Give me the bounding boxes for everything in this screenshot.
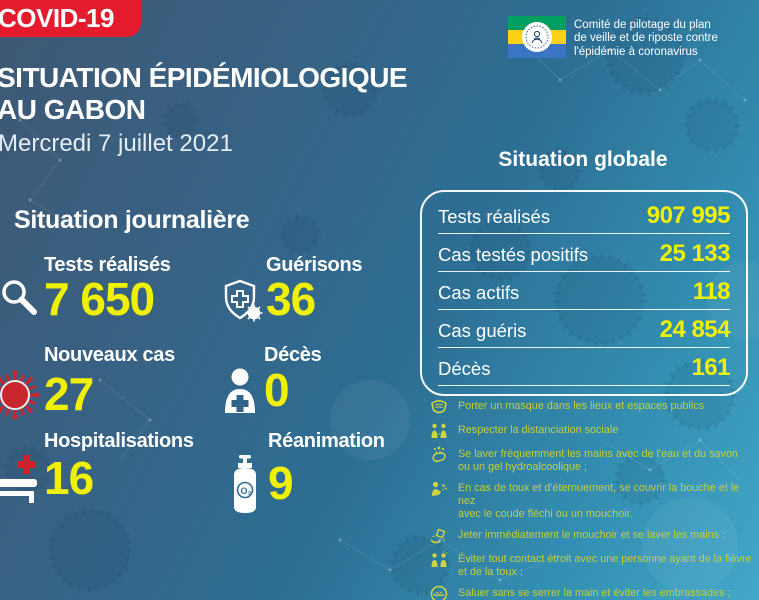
mask-icon	[431, 400, 447, 414]
recommendation-text: Se laver fréquemment les mains avec de l…	[458, 448, 738, 473]
avoid-contact-icon	[431, 550, 448, 567]
table-row-value: 907 995	[646, 202, 731, 229]
committee-header: Comité de pilotage du plan de veille et …	[508, 16, 718, 59]
table-row-label: Décès	[438, 358, 491, 379]
table-row-label: Cas testés positifs	[438, 244, 589, 265]
cough-elbow-icon	[432, 481, 447, 496]
table-row-label: Tests réalisés	[438, 206, 551, 227]
throw-tissue-icon	[430, 528, 446, 544]
stat-label: Guérisons	[266, 254, 363, 276]
committee-name: Comité de pilotage du plan de veille et …	[574, 16, 718, 59]
table-row-value: 118	[692, 278, 731, 305]
stat-value: 7 650	[44, 273, 155, 326]
covid19-banner: COVID-19	[0, 0, 141, 37]
stat-label: Réanimation	[268, 430, 385, 452]
stat-label: Tests réalisés	[44, 254, 171, 276]
oxygen-tank-icon: O₂	[222, 453, 268, 515]
table-row-label: Cas actifs	[438, 282, 520, 303]
table-row-value: 24 854	[659, 316, 731, 343]
gabon-flag-logo	[508, 16, 566, 58]
table-row: Tests réalisés 907 995	[438, 196, 731, 234]
stat-label: Nouveaux cas	[44, 344, 175, 366]
shield-cross-virus-icon	[220, 277, 266, 323]
table-row: Décès 161	[438, 348, 730, 386]
stat-nouveaux-cas: Nouveaux cas 27	[0, 344, 175, 423]
stat-value: 27	[44, 368, 94, 421]
stat-hospitalisations: Hospitalisations 16	[0, 430, 194, 505]
stat-label: Décès	[264, 344, 322, 366]
recommendation-text: Jeter immédiatement le mouchoir et se la…	[458, 528, 726, 541]
page-title-line2: AU GABON	[0, 93, 146, 125]
list-item: Respecter la distanciation sociale	[430, 422, 755, 440]
recommendation-text: Saluer sans se serrer la main et éviter …	[458, 586, 731, 599]
page-title-line1: SITUATION ÉPIDÉMIOLOGIQUE	[0, 62, 408, 93]
gabon-emblem-icon	[522, 22, 552, 52]
magnifier-icon	[0, 277, 44, 323]
list-item: Se laver fréquemment les mains avec de l…	[430, 446, 755, 474]
list-item: En cas de toux et d'éternuement, se couv…	[430, 480, 755, 521]
hospital-bed-icon	[0, 453, 44, 505]
virus-icon	[0, 367, 44, 423]
committee-name-line2: de veille et de riposte contre	[574, 32, 718, 45]
list-item: Éviter tout contact étroit avec une pers…	[430, 550, 755, 579]
recommendation-text: Respecter la distanciation sociale	[458, 424, 619, 436]
stat-reanimation: Réanimation O₂ 9	[222, 430, 385, 515]
table-row: Cas actifs 118	[438, 272, 731, 310]
svg-text:O₂: O₂	[241, 486, 252, 496]
stat-value: 16	[44, 452, 94, 505]
recommendation-text: Éviter tout contact étroit avec une pers…	[458, 552, 752, 578]
table-row-label: Cas guéris	[438, 320, 527, 341]
stat-value: 0	[264, 364, 290, 417]
covid19-banner-label: COVID-19	[0, 3, 114, 33]
stat-tests-realises: Tests réalisés 7 650	[0, 254, 171, 323]
person-cross-icon	[218, 367, 264, 415]
stat-value: 36	[266, 273, 316, 326]
report-date: Mercredi 7 juillet 2021	[0, 130, 233, 157]
stat-deces: Décès 0	[218, 344, 322, 417]
stat-guerisons: Guérisons 36	[220, 254, 363, 326]
page-title: SITUATION ÉPIDÉMIOLOGIQUE AU GABON	[0, 62, 408, 126]
list-item: Saluer sans se serrer la main et éviter …	[430, 585, 755, 600]
table-row-value: 161	[691, 354, 730, 381]
list-item: Porter un masque dans les lieux et espac…	[430, 398, 755, 416]
daily-section-heading: Situation journalière	[14, 206, 250, 234]
recommendations-list: Porter un masque dans les lieux et espac…	[430, 398, 755, 600]
social-distance-icon	[431, 423, 447, 438]
stat-value: 9	[268, 457, 294, 510]
stat-label: Hospitalisations	[44, 430, 194, 452]
recommendation-text: En cas de toux et d'éternuement, se couv…	[458, 481, 740, 520]
global-section-heading: Situation globale	[498, 148, 668, 171]
committee-name-line1: Comité de pilotage du plan	[574, 19, 711, 31]
table-row-value: 25 133	[659, 240, 731, 267]
table-row: Cas guéris 24 854	[438, 310, 731, 348]
recommendation-text: Porter un masque dans les lieux et espac…	[458, 400, 705, 412]
hand-wash-icon	[432, 446, 446, 463]
table-row: Cas testés positifs 25 133	[438, 234, 731, 272]
global-situation-table: Tests réalisés 907 995 Cas testés positi…	[420, 190, 748, 396]
no-handshake-icon	[430, 585, 448, 600]
list-item: Jeter immédiatement le mouchoir et se la…	[430, 527, 755, 545]
committee-name-line3: l'épidémie à coronavirus	[574, 45, 698, 58]
